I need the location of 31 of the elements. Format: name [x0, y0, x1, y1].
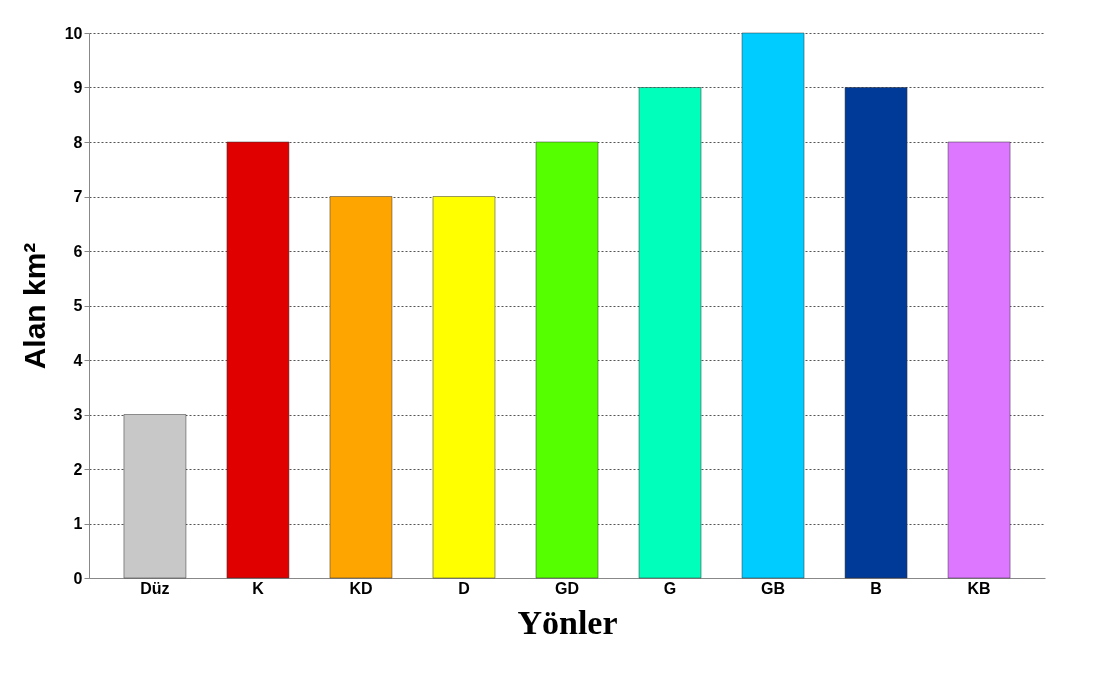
x-tick-label: K — [252, 579, 265, 597]
y-tick-label: 9 — [73, 79, 83, 96]
y-tick-label: 6 — [73, 242, 83, 260]
bar — [432, 196, 496, 579]
bar — [844, 87, 908, 579]
x-tick-label: B — [870, 579, 882, 597]
y-tick-label: 7 — [73, 188, 83, 205]
x-tick-label: D — [458, 579, 470, 597]
x-tick-label: G — [663, 579, 677, 597]
bar — [535, 141, 599, 579]
y-tick-label: 3 — [73, 406, 83, 423]
y-tick-label: 4 — [73, 351, 83, 369]
bar — [329, 196, 393, 579]
y-tick-label: 0 — [73, 569, 83, 587]
bar — [123, 414, 187, 579]
x-tick-label: KB — [967, 579, 991, 597]
bar — [226, 141, 290, 579]
y-tick-label: 8 — [73, 133, 83, 151]
x-tick-label: KD — [349, 579, 373, 597]
x-tick-label: GD — [555, 579, 579, 597]
y-tick-label: 10 — [64, 24, 83, 42]
bar — [947, 141, 1011, 579]
x-tick-label: Düz — [140, 579, 170, 597]
y-tick-label: 5 — [73, 297, 83, 314]
y-axis-title: Alan km² — [17, 242, 51, 370]
y-tick-label: 2 — [73, 460, 83, 478]
bar — [638, 87, 702, 579]
x-tick-label: GB — [761, 579, 786, 597]
bar — [741, 32, 805, 579]
x-axis-title: Yönler — [517, 603, 618, 641]
y-tick-label: 1 — [73, 515, 83, 532]
